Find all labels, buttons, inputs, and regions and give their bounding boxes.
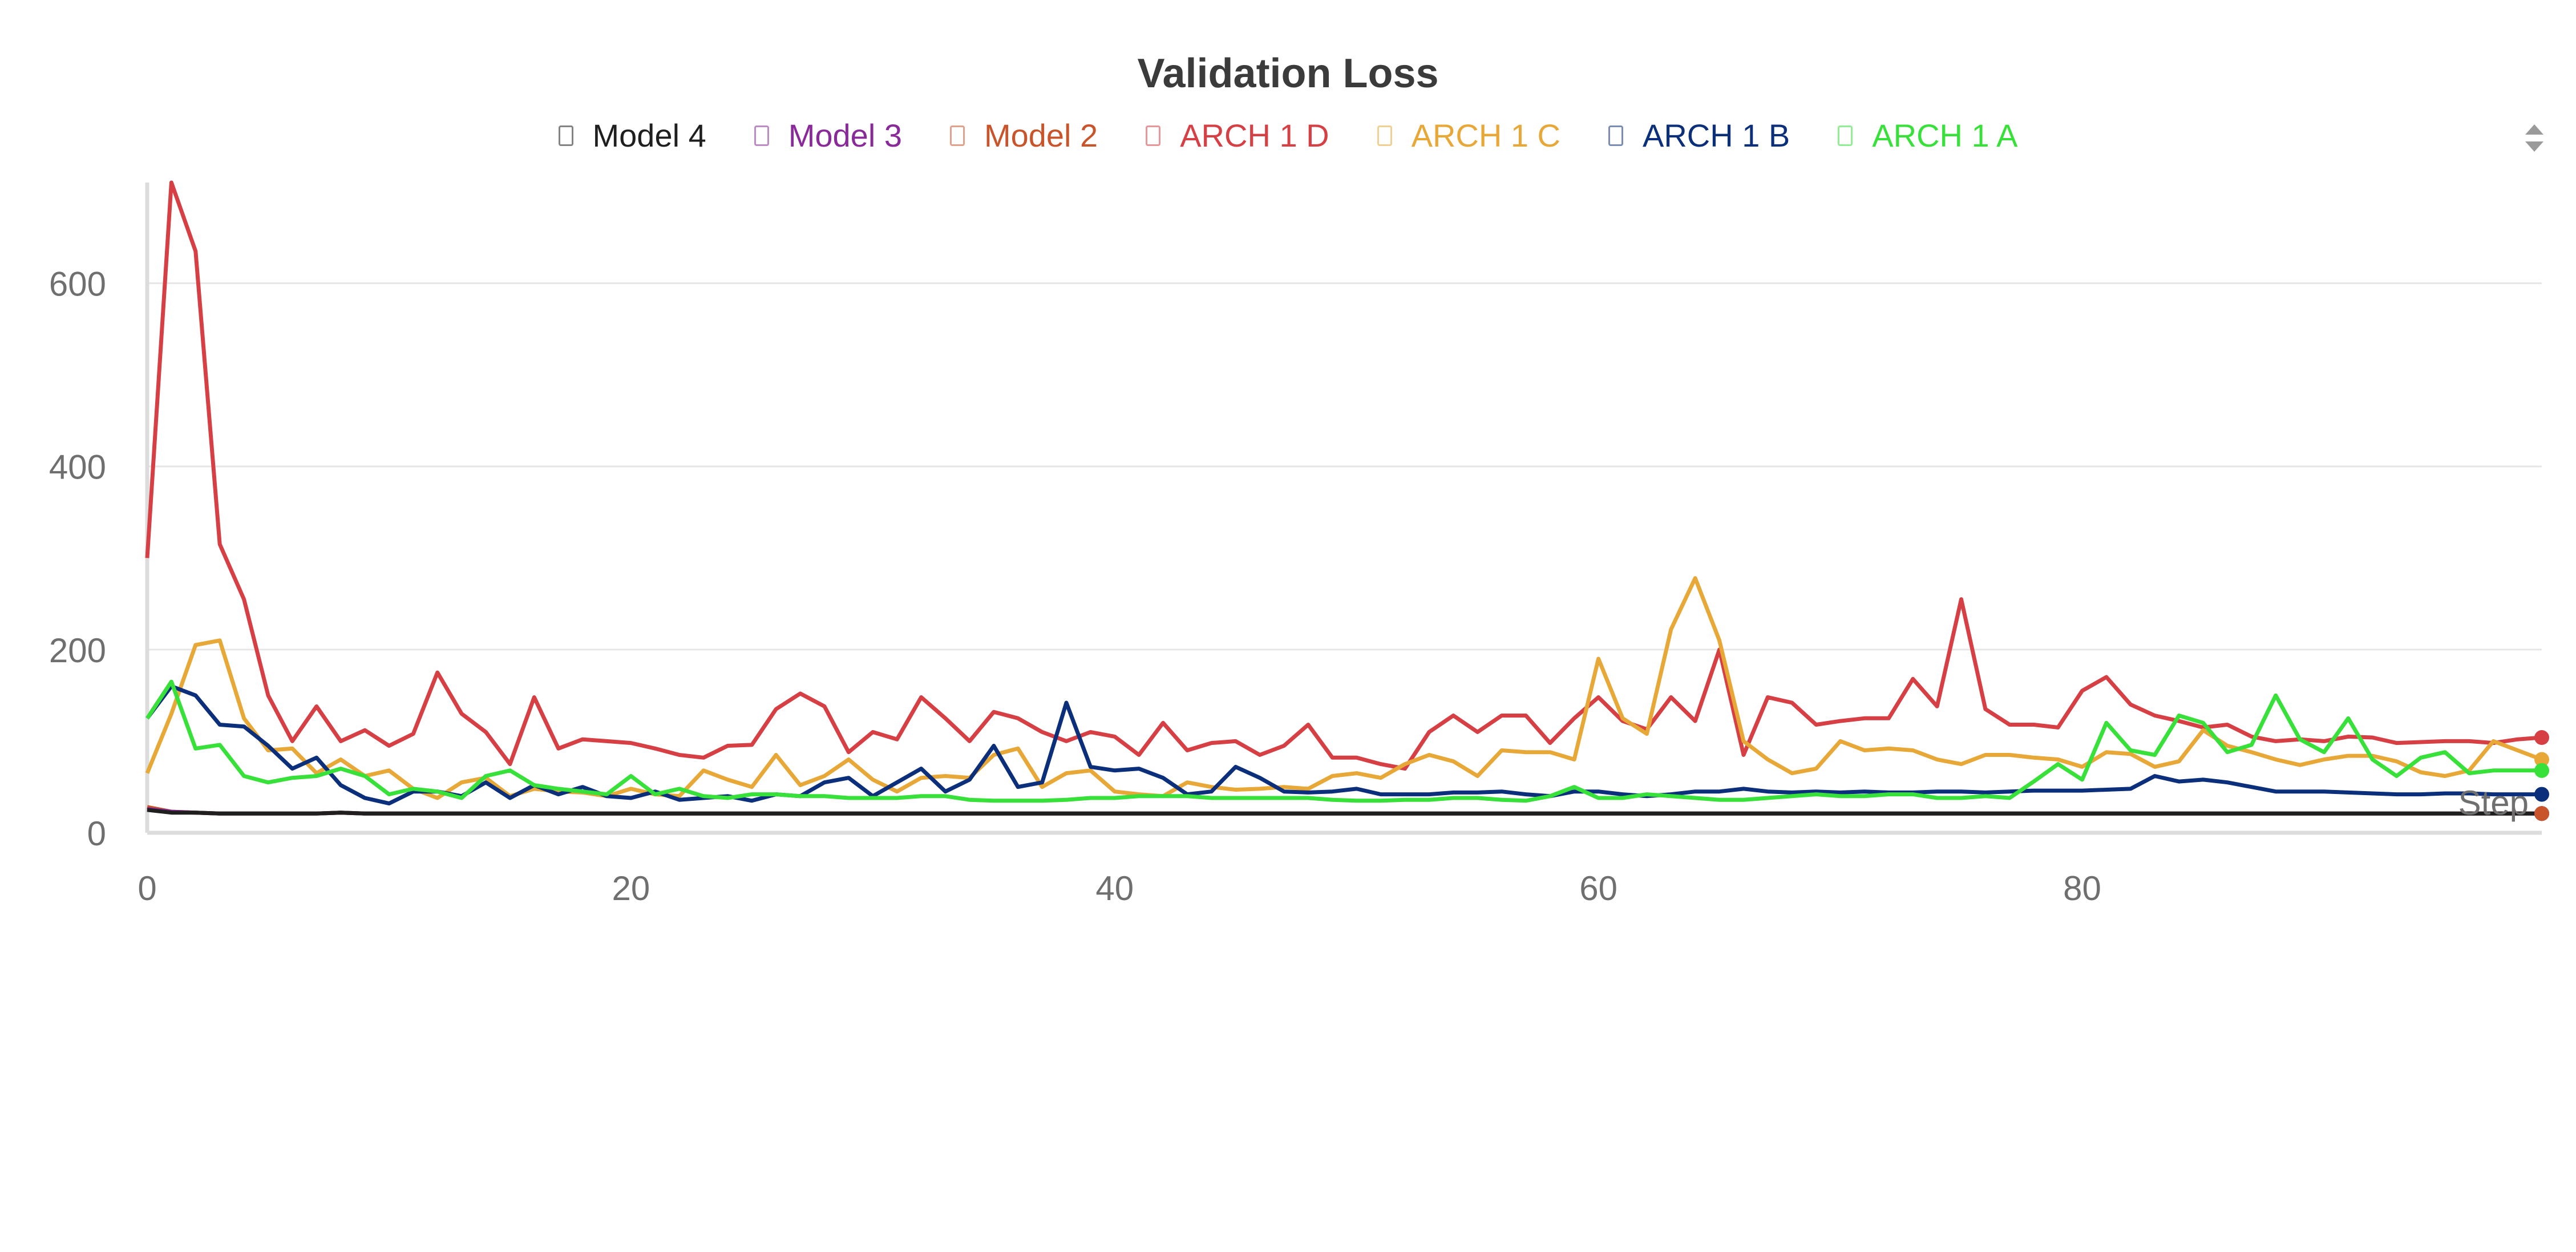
legend-item-3[interactable]: ARCH 1 D bbox=[1146, 117, 1329, 154]
sort-arrows-icon[interactable] bbox=[2523, 122, 2546, 154]
legend-label: ARCH 1 B bbox=[1642, 117, 1790, 153]
legend-item-1[interactable]: Model 3 bbox=[754, 117, 902, 154]
series-end-marker-2 bbox=[2534, 806, 2549, 821]
legend: Model 4 Model 3 Model 2 ARCH 1 D ARCH 1 C ARC… bbox=[0, 117, 2576, 154]
series-line-5[interactable] bbox=[145, 684, 2542, 806]
legend-item-0[interactable]: Model 4 bbox=[558, 117, 706, 154]
y-tick-label: 0 bbox=[87, 815, 106, 853]
y-tick-label: 400 bbox=[49, 448, 106, 487]
legend-label: ARCH 1 A bbox=[1872, 117, 2018, 153]
legend-item-6[interactable]: ARCH 1 A bbox=[1838, 117, 2017, 154]
x-tick-label: 60 bbox=[1579, 869, 1617, 907]
x-tick-label: 0 bbox=[138, 869, 156, 907]
legend-label: ARCH 1 C bbox=[1411, 117, 1560, 153]
x-axis-label: Step bbox=[2458, 784, 2529, 822]
series-line-6[interactable] bbox=[145, 679, 2542, 803]
legend-swatch[interactable] bbox=[558, 125, 573, 146]
series-end-marker-3 bbox=[2534, 730, 2549, 745]
legend-swatch[interactable] bbox=[1838, 125, 1853, 146]
series-line-0[interactable] bbox=[147, 808, 2542, 816]
legend-swatch[interactable] bbox=[754, 125, 769, 146]
x-tick-label: 40 bbox=[1095, 869, 1134, 907]
legend-label: ARCH 1 D bbox=[1180, 117, 1329, 153]
series-end-marker-5 bbox=[2534, 787, 2549, 802]
y-tick-label: 200 bbox=[49, 631, 106, 670]
legend-label: Model 2 bbox=[984, 117, 1098, 153]
legend-swatch[interactable] bbox=[1146, 125, 1161, 146]
x-tick-label: 20 bbox=[612, 869, 650, 907]
x-tick-label: 80 bbox=[2063, 869, 2101, 907]
legend-label: Model 3 bbox=[788, 117, 902, 153]
series-line-3[interactable] bbox=[145, 180, 2542, 771]
y-tick-label: 600 bbox=[49, 265, 106, 303]
series-end-marker-6 bbox=[2534, 763, 2549, 778]
series-line-4[interactable] bbox=[145, 576, 2543, 800]
legend-item-5[interactable]: ARCH 1 B bbox=[1608, 117, 1790, 154]
legend-swatch[interactable] bbox=[949, 125, 965, 146]
chart-title: Validation Loss bbox=[1137, 51, 1439, 96]
legend-label: Model 4 bbox=[592, 117, 706, 153]
series-end-marker-4 bbox=[2534, 752, 2549, 767]
legend-swatch[interactable] bbox=[1377, 125, 1392, 146]
legend-item-2[interactable]: Model 2 bbox=[949, 117, 1098, 154]
legend-item-4[interactable]: ARCH 1 C bbox=[1377, 117, 1560, 154]
legend-swatch[interactable] bbox=[1608, 125, 1623, 146]
